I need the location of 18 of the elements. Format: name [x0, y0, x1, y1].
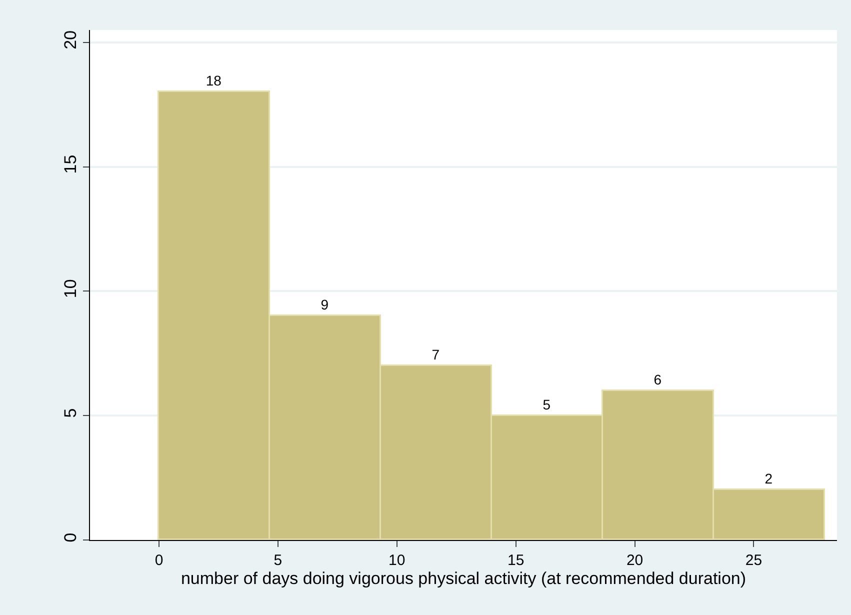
x-tick-label: 20: [626, 552, 644, 569]
data-label: 18: [206, 72, 222, 88]
x-tick-label: 10: [388, 552, 406, 569]
data-label: 6: [654, 371, 662, 388]
x-tick-label: 25: [745, 552, 762, 569]
x-tick-label: 5: [274, 552, 282, 569]
x-axis-title: number of days doing vigorous physical activity (at recommended duration): [180, 569, 746, 588]
x-tick-label: 0: [154, 552, 164, 569]
y-tick-label: 15: [61, 154, 80, 174]
y-tick-label: 20: [61, 30, 80, 50]
y-tick-label: 10: [61, 279, 80, 298]
data-label: 5: [542, 396, 551, 412]
x-tick-label: 15: [507, 552, 524, 569]
data-label: 9: [320, 296, 329, 312]
data-label: 2: [764, 470, 773, 486]
data-label: 7: [432, 346, 440, 362]
y-tick-label: 5: [61, 408, 80, 418]
y-tick-label: 0: [61, 532, 80, 542]
